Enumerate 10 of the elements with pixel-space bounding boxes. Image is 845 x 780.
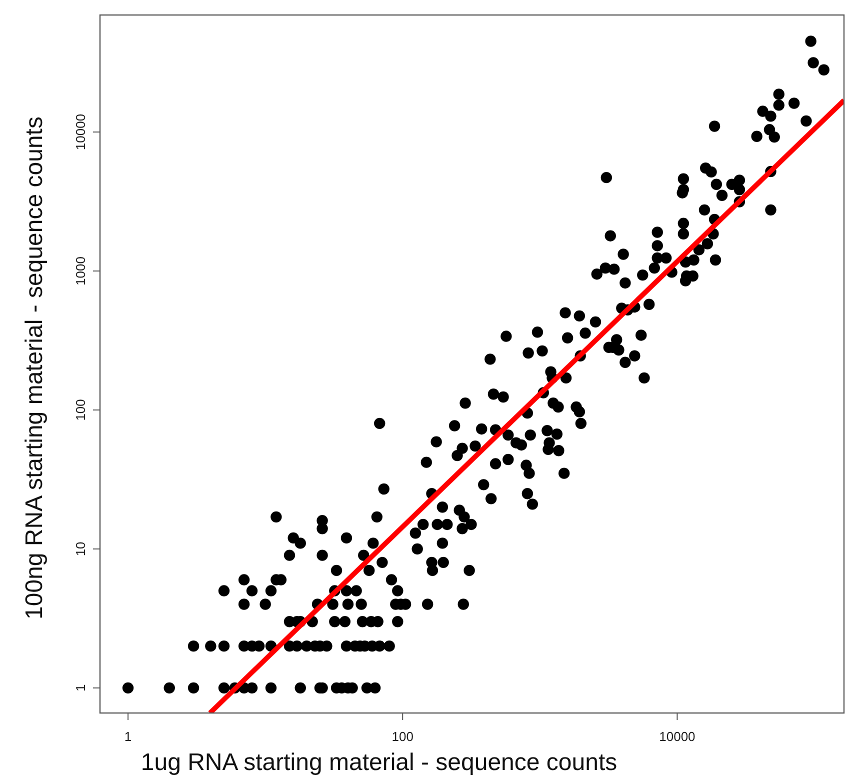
x-tick-label: 1	[124, 729, 132, 744]
y-tick-label: 100	[73, 399, 88, 421]
x-axis-title: 1ug RNA starting material - sequence counts	[140, 749, 618, 776]
x-tick-label: 10000	[659, 729, 696, 744]
y-tick-label: 10	[73, 542, 88, 556]
y-tick-label: 1	[73, 684, 88, 692]
y-tick-label: 10000	[73, 114, 88, 150]
y-tick-label: 1000	[73, 256, 88, 286]
x-tick-label: 100	[392, 729, 414, 744]
y-axis-title: 100ng RNA starting material - sequence counts	[21, 116, 48, 620]
